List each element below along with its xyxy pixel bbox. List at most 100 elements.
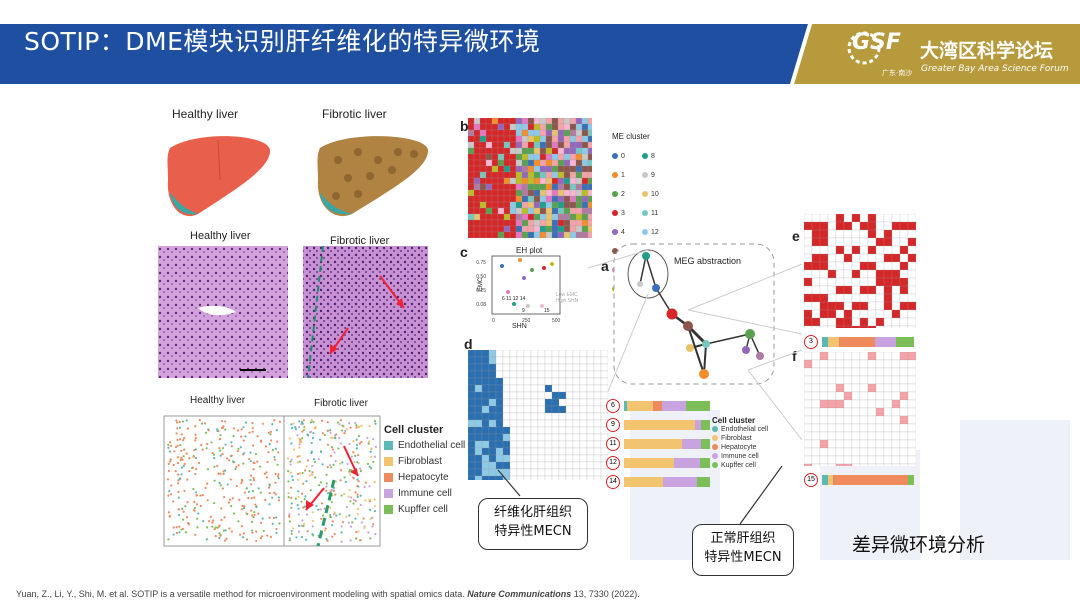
mosaic-cell bbox=[565, 419, 574, 428]
cell-dot bbox=[302, 419, 305, 422]
mosaic-cell bbox=[485, 201, 493, 209]
mosaic-cell bbox=[875, 325, 885, 328]
cell-dot bbox=[348, 489, 351, 492]
mosaic-cell bbox=[551, 153, 559, 161]
mosaic-cell bbox=[843, 229, 853, 239]
cell-dot bbox=[331, 448, 335, 451]
mosaic-cell bbox=[503, 159, 511, 167]
bar-segment bbox=[697, 476, 710, 487]
mosaic-cell bbox=[811, 214, 821, 223]
mosaic-cell bbox=[600, 356, 608, 365]
fibrotic-cell-dots bbox=[286, 419, 377, 543]
cell-dot bbox=[277, 473, 280, 476]
mosaic-cell bbox=[891, 391, 901, 401]
cell-dot bbox=[180, 433, 183, 436]
mosaic-cell bbox=[811, 352, 821, 361]
cell-dot bbox=[172, 463, 175, 467]
mosaic-cell bbox=[537, 412, 546, 421]
bar-segment bbox=[833, 474, 909, 485]
cell-dot bbox=[259, 465, 262, 468]
mosaic-cell bbox=[491, 207, 499, 215]
cell-dot bbox=[312, 458, 316, 461]
cell-dot bbox=[274, 493, 277, 496]
cell-dot bbox=[219, 484, 222, 487]
cell-dot bbox=[181, 518, 185, 521]
cell-dot bbox=[194, 467, 198, 471]
gsf-logo-subtext: 广东·南沙 bbox=[882, 69, 913, 77]
mosaic-cell bbox=[474, 384, 483, 393]
cell-dot bbox=[177, 473, 180, 476]
mosaic-cell bbox=[497, 147, 505, 155]
mosaic-cell bbox=[557, 201, 565, 209]
mosaic-cell bbox=[533, 141, 541, 149]
mosaic-cell bbox=[509, 426, 518, 435]
cell-dot bbox=[220, 518, 223, 522]
mosaic-cell bbox=[558, 447, 567, 456]
mosaic-cell bbox=[579, 391, 588, 400]
cell-dot bbox=[176, 444, 179, 447]
mosaic-cell bbox=[537, 356, 546, 365]
cell-dot bbox=[355, 424, 358, 427]
cell-dot bbox=[300, 420, 304, 424]
mosaic-cell bbox=[516, 384, 525, 393]
cell-dot bbox=[242, 536, 245, 539]
cell-dot bbox=[209, 515, 213, 518]
mosaic-cell bbox=[474, 468, 483, 477]
cell-dot bbox=[333, 533, 336, 536]
cell-dot bbox=[338, 513, 341, 516]
cell-dot bbox=[196, 517, 199, 520]
mosaic-cell bbox=[474, 419, 483, 428]
cell-dot bbox=[207, 429, 210, 432]
cell-dot bbox=[323, 433, 326, 437]
cell-dot bbox=[273, 455, 276, 459]
mosaic-cell bbox=[551, 370, 560, 379]
cell-dot bbox=[367, 531, 370, 534]
cell-dot bbox=[168, 489, 171, 493]
cell-dot bbox=[300, 535, 304, 539]
cell-dot bbox=[259, 440, 263, 443]
cell-dot bbox=[219, 472, 222, 475]
cell-dot bbox=[183, 489, 186, 493]
mosaic-cell bbox=[558, 356, 567, 365]
mosaic-cell bbox=[468, 159, 475, 167]
mosaic-cell bbox=[488, 370, 497, 379]
eh-point bbox=[512, 302, 516, 306]
cell-dot bbox=[182, 438, 185, 442]
mosaic-cell bbox=[481, 468, 490, 477]
mosaic-cell bbox=[843, 285, 853, 295]
mosaic-cell bbox=[509, 118, 517, 125]
mosaic-cell bbox=[907, 245, 916, 255]
mosaic-cell bbox=[558, 426, 567, 435]
mosaic-cell bbox=[530, 377, 539, 386]
cell-dot bbox=[290, 423, 293, 426]
mosaic-cell bbox=[557, 177, 565, 185]
cell-dot bbox=[203, 422, 207, 425]
mosaic-cell bbox=[859, 317, 869, 327]
cell-dot bbox=[295, 536, 298, 539]
mosaic-cell bbox=[811, 407, 821, 417]
mosaic-cell bbox=[515, 201, 523, 209]
cell-dot bbox=[193, 507, 196, 510]
mosaic-cell bbox=[859, 325, 869, 328]
cell-dot bbox=[364, 481, 367, 484]
mosaic-cell bbox=[533, 231, 541, 238]
mosaic-cell bbox=[804, 455, 813, 465]
mosaic-cell bbox=[579, 350, 588, 358]
cell-cluster-legend-item: Endothelial cell bbox=[384, 438, 465, 454]
mosaic-cell bbox=[899, 352, 909, 361]
mosaic-cell bbox=[551, 195, 559, 203]
mosaic-cell bbox=[899, 253, 909, 263]
mosaic-cell bbox=[859, 383, 869, 393]
mosaic-cell bbox=[859, 245, 869, 255]
mosaic-cell bbox=[907, 407, 916, 417]
mosaic-cell bbox=[907, 463, 916, 466]
mosaic-cell bbox=[551, 391, 560, 400]
cell-dot bbox=[191, 466, 195, 469]
mosaic-cell bbox=[804, 391, 813, 401]
cell-dot bbox=[313, 460, 317, 464]
mosaic-cell bbox=[827, 261, 837, 271]
mosaic-cell bbox=[474, 356, 483, 365]
mosaic-cell bbox=[479, 118, 487, 125]
mosaic-cell bbox=[851, 293, 861, 303]
cell-dot bbox=[224, 443, 227, 446]
